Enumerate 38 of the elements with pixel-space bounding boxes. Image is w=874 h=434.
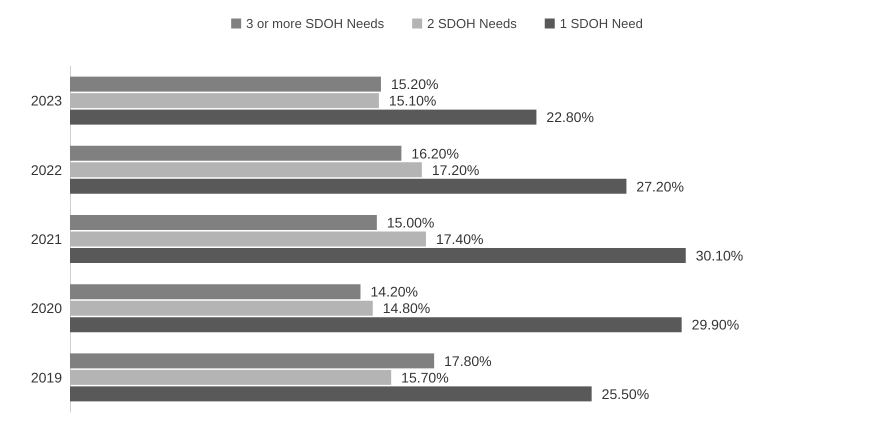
data-label: 15.70% (401, 369, 449, 386)
y-tick-label: 2021 (30, 231, 62, 247)
legend-label: 2 SDOH Needs (427, 16, 518, 31)
legend-label: 1 SDOH Need (560, 16, 643, 31)
data-label: 14.80% (382, 300, 430, 316)
bar (70, 146, 402, 161)
bar (70, 110, 536, 125)
bar (70, 93, 379, 108)
bar (70, 300, 373, 316)
y-tick-label: 2019 (30, 369, 62, 386)
data-label: 15.00% (386, 214, 434, 230)
bar (70, 386, 592, 402)
bar (70, 162, 422, 178)
bar (70, 284, 360, 300)
bar (70, 232, 426, 246)
data-label: 14.20% (370, 284, 418, 300)
data-label: 22.80% (546, 109, 594, 126)
legend-label: 3 or more SDOH Needs (246, 16, 385, 31)
data-label: 27.20% (636, 178, 684, 194)
data-label: 17.40% (436, 231, 484, 247)
bar (70, 76, 381, 92)
y-tick-label: 2020 (30, 300, 62, 316)
data-label: 16.20% (411, 145, 459, 162)
data-label: 17.80% (444, 352, 492, 369)
bar (70, 353, 434, 368)
bar (70, 370, 392, 385)
data-label: 29.90% (692, 316, 740, 333)
y-tick-label: 2023 (30, 92, 62, 109)
data-label: 25.50% (602, 386, 650, 402)
bar (70, 248, 686, 263)
y-tick-label: 2022 (30, 162, 62, 178)
bar (70, 215, 377, 230)
bar (70, 317, 682, 332)
data-label: 17.20% (432, 162, 480, 178)
bar (70, 178, 626, 194)
data-label: 15.10% (388, 92, 436, 109)
data-label: 15.20% (390, 76, 438, 92)
data-label: 30.10% (696, 248, 744, 264)
